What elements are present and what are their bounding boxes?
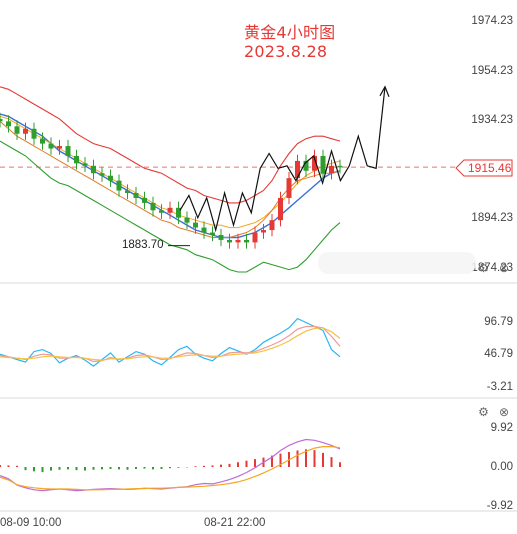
osc-tick-2: 46.79: [484, 348, 513, 360]
candle-body: [261, 230, 266, 233]
candle-body: [193, 222, 198, 228]
candle-body: [320, 155, 326, 174]
candle-body: [125, 190, 130, 193]
candle-body: [159, 210, 164, 213]
candle-body: [278, 197, 283, 221]
candle-body: [99, 173, 105, 176]
oscillator-line-1: [0, 317, 341, 367]
price-tick-6: 1874.23: [471, 262, 513, 274]
candle-body: [31, 128, 37, 139]
candle-body: [176, 207, 181, 218]
candle-body: [210, 232, 215, 235]
candle-body: [108, 175, 113, 181]
candle-body: [6, 121, 11, 127]
candle-body: [74, 155, 79, 164]
candle-body: [184, 217, 190, 223]
forecast-path: [179, 86, 386, 233]
candle-body: [286, 178, 292, 198]
candle-body: [227, 239, 232, 243]
candle-body: [252, 232, 258, 243]
candle-body: [295, 160, 300, 179]
candle-body: [303, 160, 309, 171]
candle-body: [57, 146, 62, 149]
chart-title-line1: 黄金4小时图: [244, 23, 336, 42]
candle-body: [167, 207, 173, 213]
candle-body: [150, 202, 156, 211]
candle-body: [91, 165, 96, 174]
candle-body: [40, 138, 45, 144]
candle-body: [201, 227, 207, 233]
candle-body: [23, 128, 28, 134]
price-tag-shape: [455, 159, 513, 177]
macd-tick-3: -9.92: [486, 500, 513, 512]
price-tick-3: 1934.23: [471, 114, 513, 126]
price-tick-2: 1954.23: [471, 65, 513, 77]
candle-body: [133, 192, 139, 198]
candle-body: [14, 126, 20, 134]
chart-title-line2: 2023.8.28: [244, 42, 328, 61]
candle-body: [116, 180, 122, 191]
candle-body: [269, 220, 275, 231]
candle-body: [329, 165, 334, 174]
x-label-1: 08-09 10:00: [0, 517, 62, 529]
candle-body: [312, 155, 317, 171]
oscillator-panel-controls: ⚙ ⊗: [478, 261, 509, 275]
candle-body: [48, 143, 54, 149]
price-tick-1: 1974.23: [471, 15, 513, 27]
candle-body: [82, 163, 88, 166]
current-price-label: 1915.46: [468, 161, 512, 175]
oscillator-line-3: [0, 327, 341, 361]
osc-tick-3: -3.21: [486, 381, 513, 393]
osc-tick-1: 96.79: [484, 316, 513, 328]
low-price-annotation: 1883.70: [122, 239, 164, 251]
candle-body: [142, 197, 147, 203]
watermark-blur: [318, 252, 476, 274]
current-price-tag: 1915.46: [455, 159, 513, 177]
candle-body: [218, 234, 224, 240]
candle-body: [235, 239, 241, 243]
macd-tick-1: 9.92: [490, 422, 513, 434]
macd-dea-line: [0, 446, 341, 491]
bollinger-upper-line: [0, 86, 341, 204]
forecast-arrowhead: [379, 85, 390, 98]
price-tick-5: 1894.23: [471, 212, 513, 224]
candle-body: [244, 239, 249, 243]
candle-body: [65, 146, 71, 156]
moving-average-slow: [0, 121, 341, 238]
gear-icon[interactable]: ⚙: [478, 405, 489, 419]
macd-panel-controls: ⚙ ⊗: [478, 405, 509, 419]
x-label-2: 08-21 22:00: [204, 517, 266, 529]
close-icon[interactable]: ⊗: [498, 261, 509, 275]
bollinger-lower-line: [0, 140, 341, 273]
candle-body: [0, 118, 3, 122]
gear-icon[interactable]: ⚙: [478, 261, 489, 275]
macd-tick-2: 0.00: [490, 461, 513, 473]
candle-body: [337, 165, 343, 168]
close-icon[interactable]: ⊗: [498, 405, 509, 419]
